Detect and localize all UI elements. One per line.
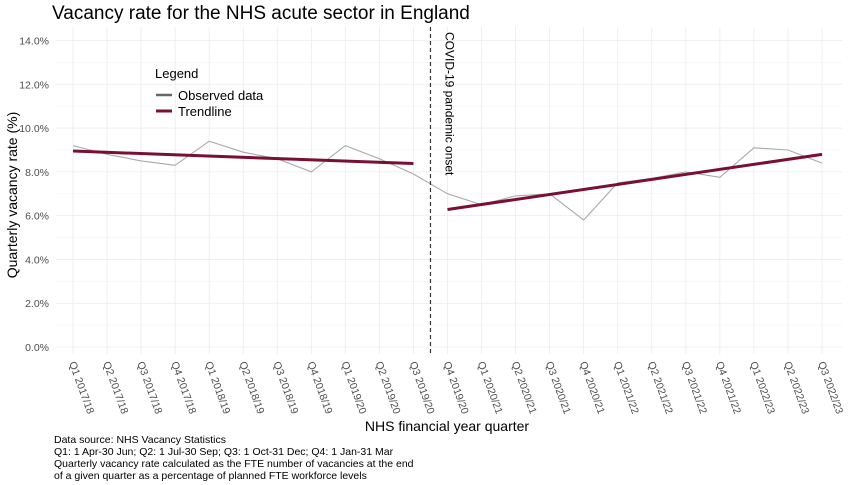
x-tick-label: Q2 2020/21 — [509, 360, 539, 416]
x-tick-label: Q3 2020/21 — [543, 360, 573, 416]
x-tick-label: Q3 2018/19 — [270, 360, 300, 416]
x-tick-label: Q1 2017/18 — [66, 360, 96, 416]
series-layer — [72, 140, 823, 221]
y-tick-label: 6.0% — [25, 211, 49, 223]
trendline-segment-2 — [447, 152, 823, 211]
x-tick-label: Q1 2020/21 — [475, 360, 505, 416]
x-tick-label: Q4 2018/19 — [304, 360, 334, 416]
x-tick-label: Q4 2021/22 — [713, 360, 743, 416]
x-axis-ticks: Q1 2017/18 Q2 2017/18 Q3 2017/18 Q4 2017/18… — [66, 360, 845, 416]
y-axis-ticks: 0.0% 2.0% 4.0% 6.0% 8.0% 10.0% 12.0% 14.0% — [19, 36, 49, 355]
legend: Legend Observed data Trendline — [155, 66, 264, 119]
y-tick-label: 2.0% — [25, 298, 49, 310]
footnote-source: Data source: NHS Vacancy Statistics — [54, 434, 226, 446]
x-tick-label: Q2 2017/18 — [100, 360, 130, 416]
y-tick-label: 10.0% — [19, 123, 49, 135]
x-tick-label: Q2 2018/19 — [236, 360, 266, 416]
trendline-segment-1 — [72, 149, 414, 166]
x-tick-label: Q3 2019/20 — [407, 360, 437, 416]
grid — [56, 27, 842, 354]
x-tick-label: Q3 2017/18 — [134, 360, 164, 416]
y-axis-label: Quarterly vacancy rate (%) — [4, 112, 20, 279]
y-tick-label: 0.0% — [25, 342, 49, 354]
x-tick-label: Q3 2021/22 — [679, 360, 709, 416]
x-tick-label: Q1 2022/23 — [747, 360, 777, 416]
x-tick-label: Q4 2017/18 — [168, 360, 198, 416]
x-tick-label: Q1 2021/22 — [611, 360, 641, 416]
x-tick-label: Q1 2019/20 — [339, 360, 369, 416]
footnotes: Data source: NHS Vacancy Statistics Q1: … — [54, 434, 414, 482]
x-tick-label: Q3 2022/23 — [815, 360, 845, 416]
x-tick-label: Q1 2018/19 — [202, 360, 232, 416]
legend-entry-observed: Observed data — [178, 88, 264, 103]
x-tick-label: Q2 2019/20 — [373, 360, 403, 416]
y-tick-label: 8.0% — [25, 167, 49, 179]
legend-title: Legend — [155, 66, 198, 81]
covid-onset-marker: COVID-19 pandemic onset — [429, 27, 456, 354]
x-tick-label: Q2 2022/23 — [781, 360, 811, 416]
footnote-method-1: Quarterly vacancy rate calculated as the… — [54, 458, 414, 470]
x-tick-label: Q4 2020/21 — [577, 360, 607, 416]
y-tick-label: 12.0% — [19, 79, 49, 91]
legend-entry-trendline: Trendline — [178, 104, 232, 119]
x-axis-label: NHS financial year quarter — [365, 418, 530, 434]
chart-title: Vacancy rate for the NHS acute sector in… — [52, 3, 470, 24]
x-tick-label: Q2 2021/22 — [645, 360, 675, 416]
y-tick-label: 14.0% — [19, 36, 49, 48]
footnote-quarters: Q1: 1 Apr-30 Jun; Q2: 1 Jul-30 Sep; Q3: … — [54, 446, 394, 458]
x-tick-label: Q4 2019/20 — [441, 360, 471, 416]
y-tick-label: 4.0% — [25, 254, 49, 266]
footnote-method-2: of a given quarter as a percentage of pl… — [54, 470, 367, 482]
covid-onset-label: COVID-19 pandemic onset — [442, 32, 456, 176]
